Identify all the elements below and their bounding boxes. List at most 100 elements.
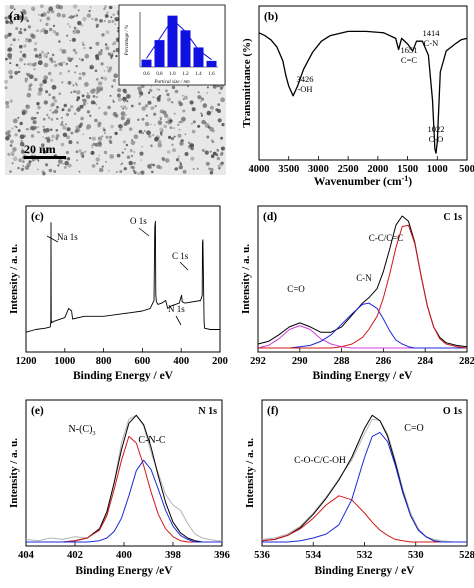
tem-grain-dot	[168, 135, 172, 139]
tem-grain-dot	[59, 48, 63, 51]
tem-grain-dot	[86, 94, 91, 99]
series-line-blue	[26, 459, 222, 543]
tem-grain-dot	[79, 104, 84, 109]
inset-bars	[139, 12, 218, 68]
tem-grain-dot	[158, 88, 160, 91]
annotation-label: 1022	[428, 124, 445, 134]
tem-grain-dot	[111, 20, 115, 23]
tem-grain-dot	[220, 87, 223, 90]
tem-grain-dot	[110, 54, 114, 58]
tem-grain-dot	[21, 149, 25, 154]
tem-grain-dot	[123, 105, 127, 109]
tem-grain-dot	[164, 113, 169, 118]
tem-grain-dot	[153, 112, 157, 116]
tem-grain-dot	[166, 93, 170, 97]
tem-grain-dot	[184, 133, 187, 136]
tem-grain-dot	[19, 134, 25, 140]
tem-grain-dot	[147, 100, 152, 105]
tem-grain-dot	[143, 129, 146, 133]
tem-grain-dot	[122, 140, 126, 144]
tem-grain-dot	[71, 37, 76, 43]
tem-grain-dot	[175, 158, 180, 162]
tem-grain-dot	[46, 113, 49, 117]
tem-grain-dot	[5, 104, 10, 109]
tem-grain-dot	[21, 148, 24, 151]
tem-grain-dot	[173, 135, 176, 138]
tem-grain-dot	[76, 141, 79, 144]
tem-grain-dot	[171, 101, 174, 104]
tem-grain-dot	[42, 79, 47, 84]
tem-grain-dot	[133, 171, 137, 175]
tem-grain-dot	[59, 62, 63, 67]
tem-grain-dot	[219, 152, 224, 157]
tem-grain-dot	[86, 92, 89, 94]
tem-grain-dot	[103, 5, 107, 9]
tem-grain-dot	[36, 29, 39, 32]
tem-grain-dot	[67, 163, 72, 168]
tem-grain-dot	[28, 160, 32, 164]
tem-grain-dot	[14, 125, 16, 128]
tem-grain-dot	[190, 122, 193, 125]
tem-grain-dot	[206, 110, 212, 116]
series-line-blue	[262, 431, 467, 543]
annotation-label: -OH	[297, 84, 312, 94]
tem-grain-dot	[115, 17, 120, 22]
tem-grain-dot	[132, 169, 135, 172]
tem-grain-dot	[139, 151, 144, 156]
tem-grain-dot	[23, 44, 27, 48]
tem-grain-dot	[19, 57, 24, 62]
tem-grain-dot	[167, 97, 171, 102]
tem-grain-dot	[146, 130, 151, 136]
tem-grain-dot	[164, 158, 170, 163]
tem-grain-dot	[53, 99, 58, 103]
tem-grain-dot	[50, 118, 53, 121]
tem-grain-dot	[76, 90, 81, 95]
x-tick-label: 400	[173, 356, 189, 367]
tem-grain-dot	[45, 56, 48, 58]
tem-grain-dot	[10, 151, 15, 156]
tem-grain-dot	[59, 71, 63, 76]
tem-grain-dot	[74, 129, 79, 134]
tem-grain-dot	[9, 170, 12, 173]
tem-grain-dot	[112, 100, 115, 103]
tem-grain-dot	[46, 16, 51, 21]
tem-grain-dot	[22, 160, 25, 163]
tem-grain-dot	[47, 71, 52, 76]
tem-grain-dot	[31, 34, 36, 39]
x-tick-label: 402	[67, 550, 83, 561]
tem-grain-dot	[63, 103, 68, 108]
tem-grain-dot	[72, 16, 75, 18]
x-tick-label: 2500	[338, 164, 359, 175]
tem-grain-dot	[141, 106, 146, 111]
tem-grain-dot	[206, 135, 210, 139]
tem-grain-dot	[74, 71, 77, 74]
tem-grain-dot	[202, 103, 208, 108]
tem-grain-dot	[161, 156, 165, 161]
tem-grain-dot	[191, 129, 196, 134]
tem-grain-dot	[12, 38, 16, 42]
tem-grain-dot	[51, 102, 55, 107]
tem-grain-dot	[170, 137, 175, 141]
tem-grain-dot	[39, 83, 43, 87]
tem-grain-dot	[220, 151, 224, 155]
tem-grain-dot	[27, 63, 29, 65]
tem-grain-dot	[46, 138, 51, 143]
tem-grain-dot	[66, 135, 70, 140]
tem-grain-dot	[183, 95, 188, 100]
tem-grain-dot	[161, 129, 164, 132]
tem-grain-dot	[107, 52, 111, 56]
tem-grain-dot	[131, 139, 133, 141]
inset-bar	[154, 40, 165, 67]
tem-grain-dot	[151, 170, 154, 174]
tem-grain-dot	[201, 148, 205, 153]
tem-grain-dot	[20, 167, 25, 172]
tem-grain-dot	[181, 120, 184, 123]
tem-grain-dot	[190, 147, 194, 151]
tem-grain-dot	[159, 94, 162, 97]
annotation-label: 1651	[401, 45, 418, 55]
tem-grain-dot	[36, 126, 40, 129]
tem-grain-dot	[81, 41, 84, 44]
x-tick-label: 600	[135, 356, 151, 367]
tem-grain-dot	[106, 11, 109, 14]
tem-grain-dot	[37, 105, 41, 110]
